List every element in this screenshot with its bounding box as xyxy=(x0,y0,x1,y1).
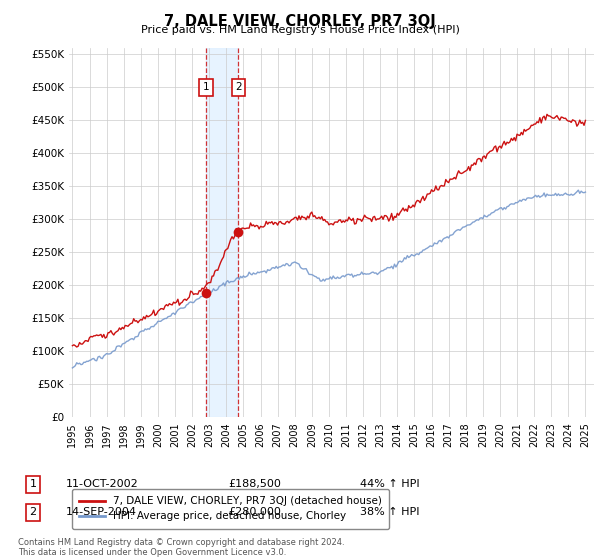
Text: Price paid vs. HM Land Registry's House Price Index (HPI): Price paid vs. HM Land Registry's House … xyxy=(140,25,460,35)
Text: 1: 1 xyxy=(202,82,209,92)
Text: 7, DALE VIEW, CHORLEY, PR7 3QJ: 7, DALE VIEW, CHORLEY, PR7 3QJ xyxy=(164,14,436,29)
Text: £280,000: £280,000 xyxy=(228,507,281,517)
Text: 38% ↑ HPI: 38% ↑ HPI xyxy=(360,507,419,517)
Bar xyxy=(206,48,238,417)
Text: 11-OCT-2002: 11-OCT-2002 xyxy=(66,479,139,489)
Text: Contains HM Land Registry data © Crown copyright and database right 2024.
This d: Contains HM Land Registry data © Crown c… xyxy=(18,538,344,557)
Text: 1: 1 xyxy=(29,479,37,489)
Legend: 7, DALE VIEW, CHORLEY, PR7 3QJ (detached house), HPI: Average price, detached ho: 7, DALE VIEW, CHORLEY, PR7 3QJ (detached… xyxy=(71,489,389,529)
Text: 2: 2 xyxy=(29,507,37,517)
Text: 2: 2 xyxy=(235,82,242,92)
Text: 14-SEP-2004: 14-SEP-2004 xyxy=(66,507,137,517)
Text: 44% ↑ HPI: 44% ↑ HPI xyxy=(360,479,419,489)
Text: £188,500: £188,500 xyxy=(228,479,281,489)
